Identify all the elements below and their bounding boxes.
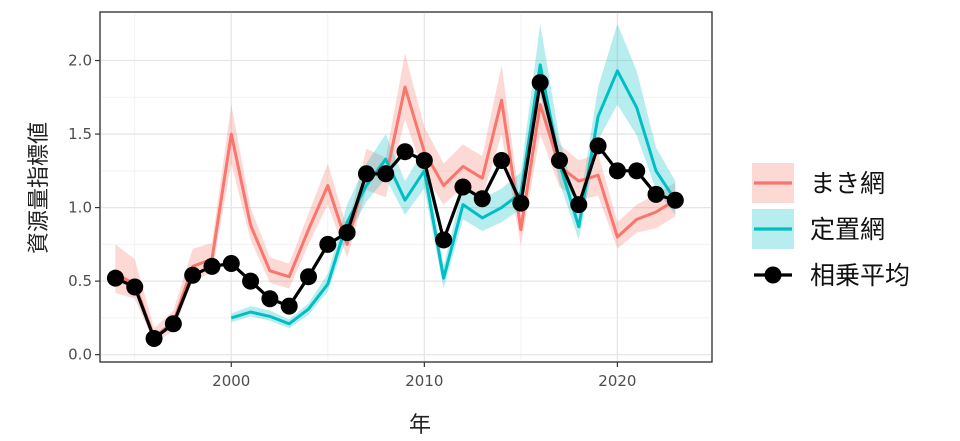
y-tick-label: 1.0 [68, 199, 92, 217]
point-相乗平均 [570, 196, 588, 214]
point-相乗平均 [145, 329, 163, 347]
point-相乗平均 [357, 165, 375, 183]
point-相乗平均 [589, 137, 607, 155]
point-相乗平均 [203, 257, 221, 275]
legend-label: まき網 [810, 169, 885, 198]
point-相乗平均 [531, 74, 549, 92]
point-相乗平均 [415, 152, 433, 170]
point-相乗平均 [126, 278, 144, 296]
point-相乗平均 [164, 315, 182, 333]
point-相乗平均 [338, 224, 356, 242]
point-相乗平均 [512, 194, 530, 212]
y-tick-label: 2.0 [68, 52, 92, 70]
y-tick-label: 0.5 [68, 272, 92, 290]
point-相乗平均 [473, 190, 491, 208]
point-相乗平均 [493, 152, 511, 170]
point-相乗平均 [647, 185, 665, 203]
y-tick-label: 1.5 [68, 125, 92, 143]
point-相乗平均 [608, 162, 626, 180]
point-相乗平均 [261, 290, 279, 308]
point-相乗平均 [435, 231, 453, 249]
point-相乗平均 [300, 268, 318, 286]
point-相乗平均 [106, 269, 124, 287]
point-相乗平均 [319, 235, 337, 253]
point-相乗平均 [280, 297, 298, 315]
x-tick-label: 2000 [212, 372, 250, 390]
legend-label: 相乗平均 [810, 261, 910, 290]
point-相乗平均 [242, 272, 260, 290]
series-points [106, 74, 684, 347]
point-相乗平均 [377, 165, 395, 183]
point-相乗平均 [628, 162, 646, 180]
point-相乗平均 [550, 152, 568, 170]
x-axis-ticks: 2000 2010 2020 [212, 362, 636, 390]
y-tick-label: 0.0 [68, 346, 92, 364]
point-相乗平均 [396, 143, 414, 161]
plot-frame [99, 11, 713, 363]
point-相乗平均 [454, 178, 472, 196]
legend-key-point [764, 266, 782, 284]
x-tick-label: 2010 [405, 372, 443, 390]
grid [100, 12, 712, 362]
line-定置網 [230, 63, 677, 326]
y-axis-title: 資源量指標値 [27, 122, 52, 254]
x-tick-label: 2020 [598, 372, 636, 390]
y-axis-ticks: 0.0 0.5 1.0 1.5 2.0 [68, 52, 100, 364]
legend-label: 定置網 [810, 215, 885, 244]
x-axis-title: 年 [409, 413, 431, 438]
point-相乗平均 [666, 191, 684, 209]
band-まき網 [115, 53, 676, 343]
point-相乗平均 [184, 266, 202, 284]
point-相乗平均 [222, 254, 240, 272]
plot-panel [99, 11, 713, 363]
